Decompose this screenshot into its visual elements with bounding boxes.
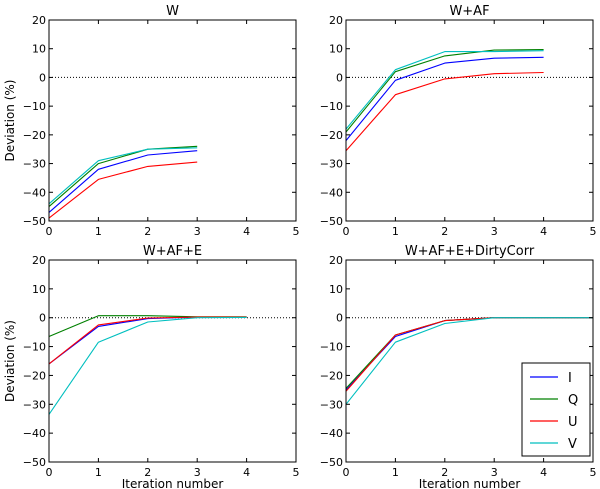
x-tick-label: 0 (343, 466, 350, 479)
y-tick-label: −20 (320, 369, 343, 382)
y-tick-label: −30 (320, 398, 343, 411)
x-tick-label: 3 (194, 466, 201, 479)
series-line-v (48, 147, 198, 205)
y-tick-label: −50 (320, 215, 343, 228)
x-tick-label: 1 (392, 466, 399, 479)
y-axis-label: Deviation (%) (3, 320, 17, 402)
y-axis-label: Deviation (%) (3, 80, 17, 162)
x-tick-label: 5 (293, 466, 300, 479)
x-tick-label: 3 (194, 225, 201, 238)
x-tick-label: 0 (46, 466, 53, 479)
x-tick-label: 2 (441, 225, 448, 238)
y-tick-label: −40 (320, 427, 343, 440)
y-tick-label: −50 (23, 215, 46, 228)
legend-label-v: V (568, 437, 577, 452)
y-tick-label: 0 (39, 71, 46, 84)
x-tick-label: 0 (343, 225, 350, 238)
panel-title: W+AF+E+DirtyCorr (405, 244, 535, 259)
plot-frame (345, 19, 594, 222)
series-line-q (345, 49, 544, 133)
x-tick-label: 1 (392, 225, 399, 238)
series-line-u (345, 71, 544, 152)
y-tick-label: 20 (329, 254, 343, 267)
x-tick-label: 4 (540, 225, 547, 238)
legend-label-i: I (568, 371, 572, 386)
y-tick-label: −10 (23, 341, 46, 354)
y-tick-label: −40 (23, 186, 46, 199)
y-tick-label: 0 (336, 312, 343, 325)
y-tick-label: −30 (320, 158, 343, 171)
y-tick-label: −40 (23, 427, 46, 440)
x-tick-label: 3 (491, 466, 498, 479)
x-tick-label: 1 (95, 225, 102, 238)
y-tick-label: 0 (39, 312, 46, 325)
panel-w-af-e-dirtycorr: W+AF+E+DirtyCorr 0 1 2 3 4 5 20 10 0 −10 −20 −30 −40 −… (320, 244, 597, 489)
x-tick-label: 5 (293, 225, 300, 238)
y-tick-label: −50 (23, 456, 46, 469)
series-line-v (345, 50, 544, 130)
x-tick-label: 2 (144, 466, 151, 479)
series-line-v (48, 316, 247, 415)
x-tick-label: 3 (491, 225, 498, 238)
y-tick-label: 10 (329, 283, 343, 296)
y-tick-label: −40 (320, 186, 343, 199)
panel-w-af-e: W+AF+E 0 1 2 3 4 5 20 10 0 −10 −20 −30 −40 −50 Iteratio… (3, 244, 300, 489)
panel-title: W (166, 4, 179, 19)
y-tick-label: −10 (320, 341, 343, 354)
legend-box (521, 362, 591, 457)
x-tick-label: 4 (540, 466, 547, 479)
y-tick-label: −30 (23, 398, 46, 411)
y-tick-label: 0 (336, 71, 343, 84)
plot-frame (48, 19, 297, 222)
y-tick-label: −20 (23, 129, 46, 142)
plot-frame (48, 259, 297, 463)
x-tick-label: 5 (590, 466, 597, 479)
series-line-q (48, 145, 198, 208)
y-tick-label: −10 (320, 100, 343, 113)
x-tick-label: 0 (46, 225, 53, 238)
series-line-i (345, 56, 544, 141)
x-axis-label: Iteration number (419, 477, 521, 489)
x-tick-label: 2 (441, 466, 448, 479)
x-tick-label: 2 (144, 225, 151, 238)
x-tick-label: 1 (95, 466, 102, 479)
y-tick-label: −10 (23, 100, 46, 113)
y-tick-label: −20 (23, 369, 46, 382)
plot-frame (345, 259, 594, 463)
y-tick-label: −50 (320, 456, 343, 469)
series-line-v (345, 317, 593, 405)
y-tick-label: −20 (320, 129, 343, 142)
y-tick-label: 10 (329, 43, 343, 56)
series-line-u (48, 161, 198, 219)
panel-title: W+AF (449, 4, 489, 19)
series-line-i (48, 150, 198, 213)
x-tick-label: 4 (243, 225, 250, 238)
y-tick-label: 10 (32, 43, 46, 56)
y-tick-label: 20 (32, 14, 46, 27)
x-axis-label: Iteration number (122, 477, 224, 489)
y-tick-label: 20 (329, 14, 343, 27)
panel-title: W+AF+E (143, 244, 202, 259)
legend-label-u: U (568, 415, 578, 430)
y-tick-label: 10 (32, 283, 46, 296)
x-tick-label: 4 (243, 466, 250, 479)
panel-w: W 0 1 2 3 4 5 20 10 0 −10 −20 −30 −40 −50 Deviation (%) (3, 4, 300, 238)
y-tick-label: 20 (32, 254, 46, 267)
panel-w-af: W+AF 0 1 2 3 4 5 20 10 0 −10 −20 −30 −40 −50 (320, 4, 597, 238)
y-tick-label: −30 (23, 158, 46, 171)
x-tick-label: 5 (590, 225, 597, 238)
legend-label-q: Q (568, 393, 578, 408)
